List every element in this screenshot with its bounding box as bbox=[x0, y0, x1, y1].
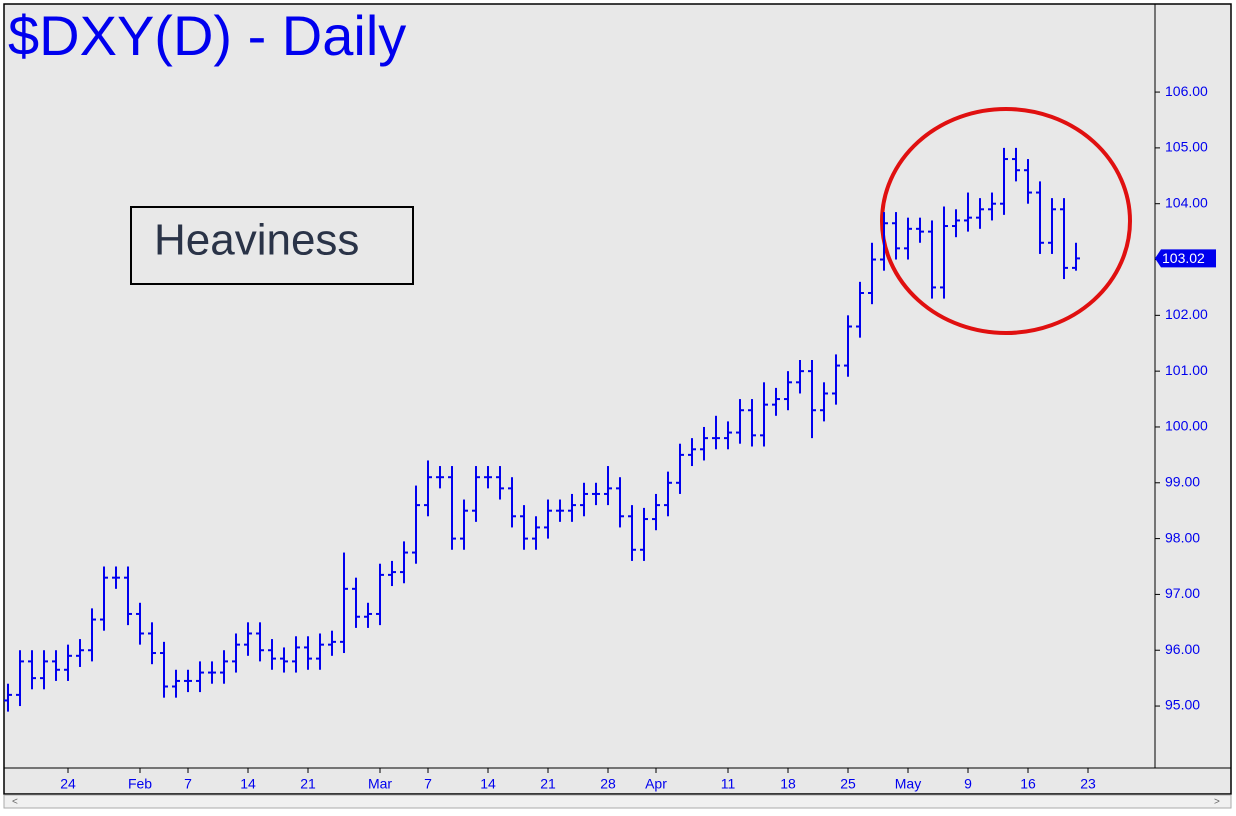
x-tick-label: 24 bbox=[60, 776, 76, 792]
x-tick-label: 21 bbox=[300, 776, 316, 792]
x-tick-label: 11 bbox=[721, 776, 736, 792]
scroll-right[interactable]: > bbox=[1214, 797, 1220, 808]
x-tick-label: 14 bbox=[480, 776, 496, 792]
y-tick-label: 104.00 bbox=[1165, 194, 1208, 210]
annotation: Heaviness bbox=[154, 216, 359, 265]
x-tick-label: 14 bbox=[240, 776, 256, 792]
scrollbar[interactable] bbox=[3, 794, 1232, 809]
x-tick-label: 7 bbox=[424, 776, 432, 792]
x-tick-label: 21 bbox=[540, 776, 556, 792]
last-value-label: 103.02 bbox=[1162, 250, 1205, 266]
last-value-tag bbox=[1155, 249, 1216, 268]
x-tick-label: May bbox=[895, 776, 921, 792]
x-tick-label: Mar bbox=[368, 776, 392, 792]
y-tick-label: 100.00 bbox=[1165, 418, 1208, 434]
y-tick-label: 101.00 bbox=[1165, 362, 1208, 378]
y-tick-label: 96.00 bbox=[1165, 641, 1200, 657]
x-tick-label: 28 bbox=[600, 776, 616, 792]
x-tick-label: 18 bbox=[780, 776, 796, 792]
x-tick-label: Apr bbox=[645, 776, 667, 792]
y-tick-label: 105.00 bbox=[1165, 139, 1208, 155]
y-tick-label: 98.00 bbox=[1165, 529, 1200, 545]
y-tick-label: 102.00 bbox=[1165, 306, 1208, 322]
x-tick-label: 16 bbox=[1020, 776, 1036, 792]
x-tick-label: 23 bbox=[1080, 776, 1096, 792]
highlight-circle bbox=[880, 107, 1132, 335]
y-tick-label: 99.00 bbox=[1165, 473, 1200, 489]
x-tick-label: 7 bbox=[184, 776, 192, 792]
y-tick-label: 95.00 bbox=[1165, 697, 1200, 713]
x-tick-label: 25 bbox=[840, 776, 856, 792]
y-tick-label: 106.00 bbox=[1165, 83, 1208, 99]
annotation-box bbox=[130, 206, 414, 285]
chart-title: $DXY(D) - Daily bbox=[8, 4, 406, 67]
x-tick-label: 9 bbox=[964, 776, 972, 792]
plot-bg bbox=[3, 3, 1232, 795]
scroll-left[interactable]: < bbox=[12, 797, 18, 808]
x-tick-label: Feb bbox=[128, 776, 152, 792]
y-tick-label: 97.00 bbox=[1165, 585, 1200, 601]
